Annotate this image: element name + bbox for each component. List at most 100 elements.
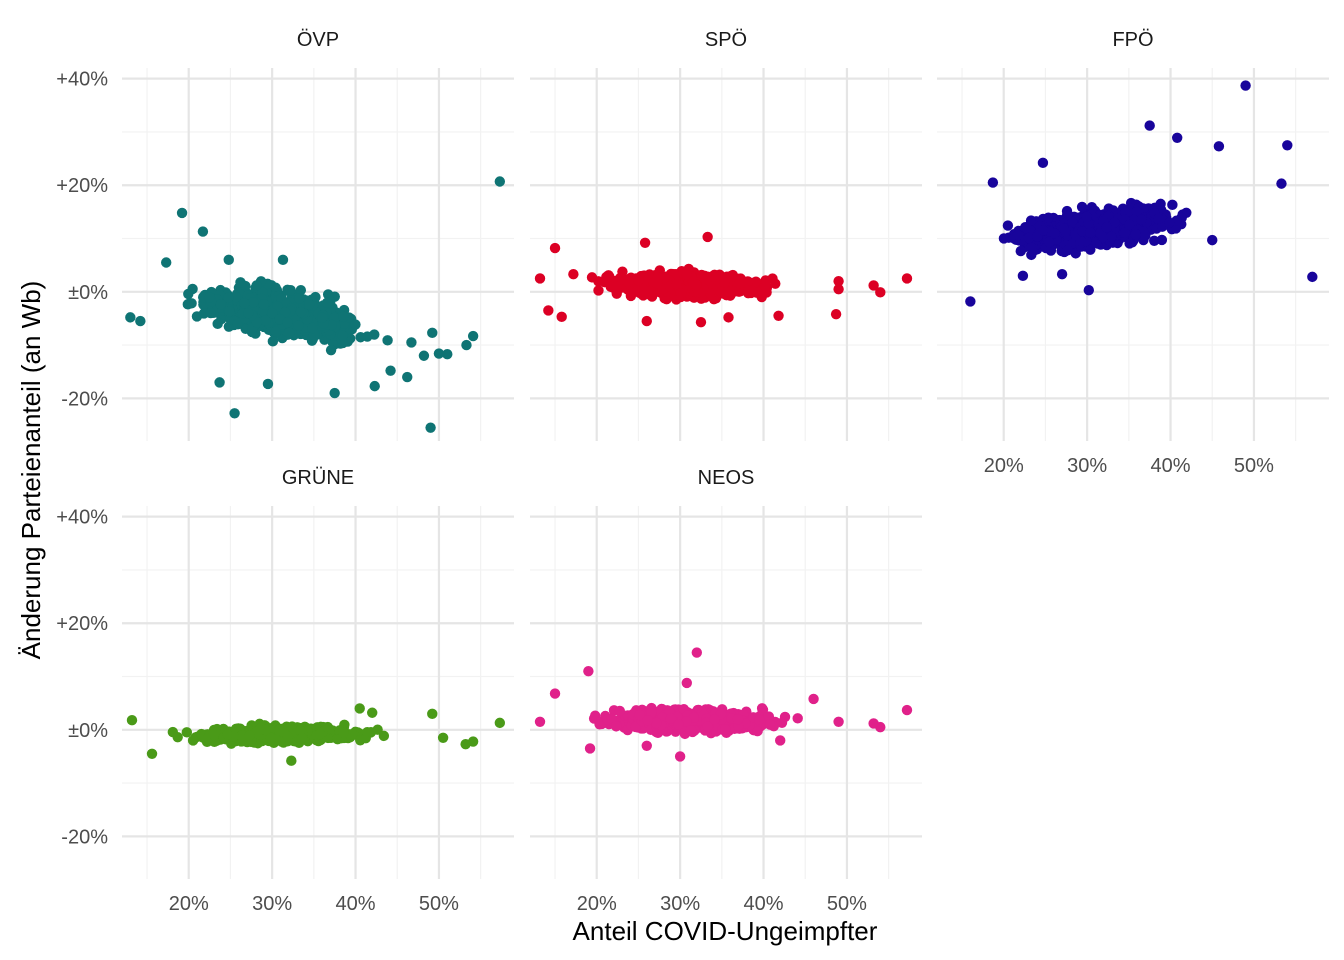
points-group [126, 703, 506, 766]
points-group [534, 647, 913, 762]
data-point [695, 316, 707, 328]
data-point [494, 176, 506, 187]
data-point [1144, 120, 1155, 131]
data-point [303, 299, 315, 310]
x-tick-label: 50% [1234, 455, 1274, 477]
data-point [723, 312, 734, 323]
data-point [350, 319, 361, 330]
data-point [355, 332, 366, 343]
panel-ovp: ÖVP-20%±0%+20%+40% [56, 29, 514, 441]
data-point [282, 317, 293, 328]
data-point [229, 408, 240, 419]
data-point [1023, 232, 1035, 244]
data-point [719, 277, 730, 288]
strip-label: SPÖ [705, 29, 747, 51]
data-point [214, 377, 225, 388]
data-point [1085, 227, 1096, 238]
data-point [369, 380, 380, 392]
data-point [691, 647, 703, 658]
data-point [183, 288, 194, 300]
data-point [232, 318, 243, 330]
data-point [161, 257, 172, 268]
data-point [208, 729, 220, 740]
data-point [461, 339, 472, 351]
data-point [286, 755, 297, 766]
data-point [584, 743, 596, 754]
data-point [1282, 140, 1293, 151]
data-point [258, 299, 270, 310]
y-tick-label: -20% [61, 826, 108, 848]
y-axis-title: Änderung Parteienanteil (an Wb) [16, 281, 46, 660]
data-point [204, 292, 216, 303]
x-tick-label: 20% [169, 893, 209, 915]
data-point [775, 735, 786, 746]
x-tick-label: 40% [744, 893, 784, 915]
data-point [586, 272, 598, 283]
data-point [674, 751, 686, 762]
data-point [1019, 223, 1030, 234]
y-tick-label: +40% [56, 69, 108, 91]
data-point [549, 688, 561, 699]
data-point [325, 344, 337, 356]
data-point [126, 715, 138, 726]
data-point [610, 721, 622, 732]
data-point [1017, 270, 1029, 282]
y-tick-label: -20% [61, 388, 108, 410]
data-point [427, 327, 438, 339]
data-point [764, 719, 776, 730]
data-point [494, 717, 506, 729]
data-point [875, 287, 886, 298]
panel-grune: GRÜNE-20%±0%+20%+40%20% 30% 40% 50% [56, 467, 514, 915]
data-point [1140, 230, 1151, 241]
data-point [534, 273, 546, 284]
data-point [442, 348, 453, 360]
data-point [987, 177, 999, 188]
data-point [146, 748, 158, 759]
data-point [467, 330, 479, 342]
data-point [773, 310, 784, 321]
data-point [317, 312, 328, 324]
data-point [1043, 212, 1054, 223]
data-point [260, 724, 271, 736]
data-point [1062, 245, 1074, 256]
data-point [606, 713, 617, 724]
data-point [808, 693, 819, 705]
data-point [1012, 229, 1024, 241]
data-point [1044, 236, 1055, 248]
data-point [385, 365, 396, 376]
y-tick-label: +40% [56, 507, 108, 529]
data-point [639, 237, 651, 248]
data-point [1276, 178, 1287, 189]
data-point [1240, 80, 1251, 91]
points-group [125, 176, 506, 433]
data-point [1213, 141, 1225, 152]
data-point [181, 727, 193, 738]
data-point [172, 731, 183, 743]
data-point [337, 330, 348, 341]
data-point [671, 278, 682, 290]
data-point [187, 735, 199, 746]
data-point [1081, 211, 1092, 222]
data-point [1067, 237, 1079, 249]
data-point [1101, 222, 1112, 233]
data-point [235, 277, 246, 288]
points-group [965, 80, 1318, 307]
data-point [1025, 215, 1037, 226]
data-point [367, 707, 378, 718]
data-point [329, 387, 340, 399]
data-point [868, 718, 879, 729]
data-point [260, 315, 271, 326]
data-point [901, 704, 913, 716]
data-point [1015, 245, 1026, 257]
data-point [1094, 227, 1106, 239]
data-point [239, 298, 250, 309]
data-point [295, 306, 307, 318]
data-point [1124, 238, 1135, 249]
data-point [611, 281, 623, 292]
x-tick-label: 20% [984, 455, 1024, 477]
data-point [549, 242, 561, 254]
data-point [715, 286, 727, 298]
data-point [1037, 225, 1049, 236]
data-point [1056, 269, 1068, 280]
